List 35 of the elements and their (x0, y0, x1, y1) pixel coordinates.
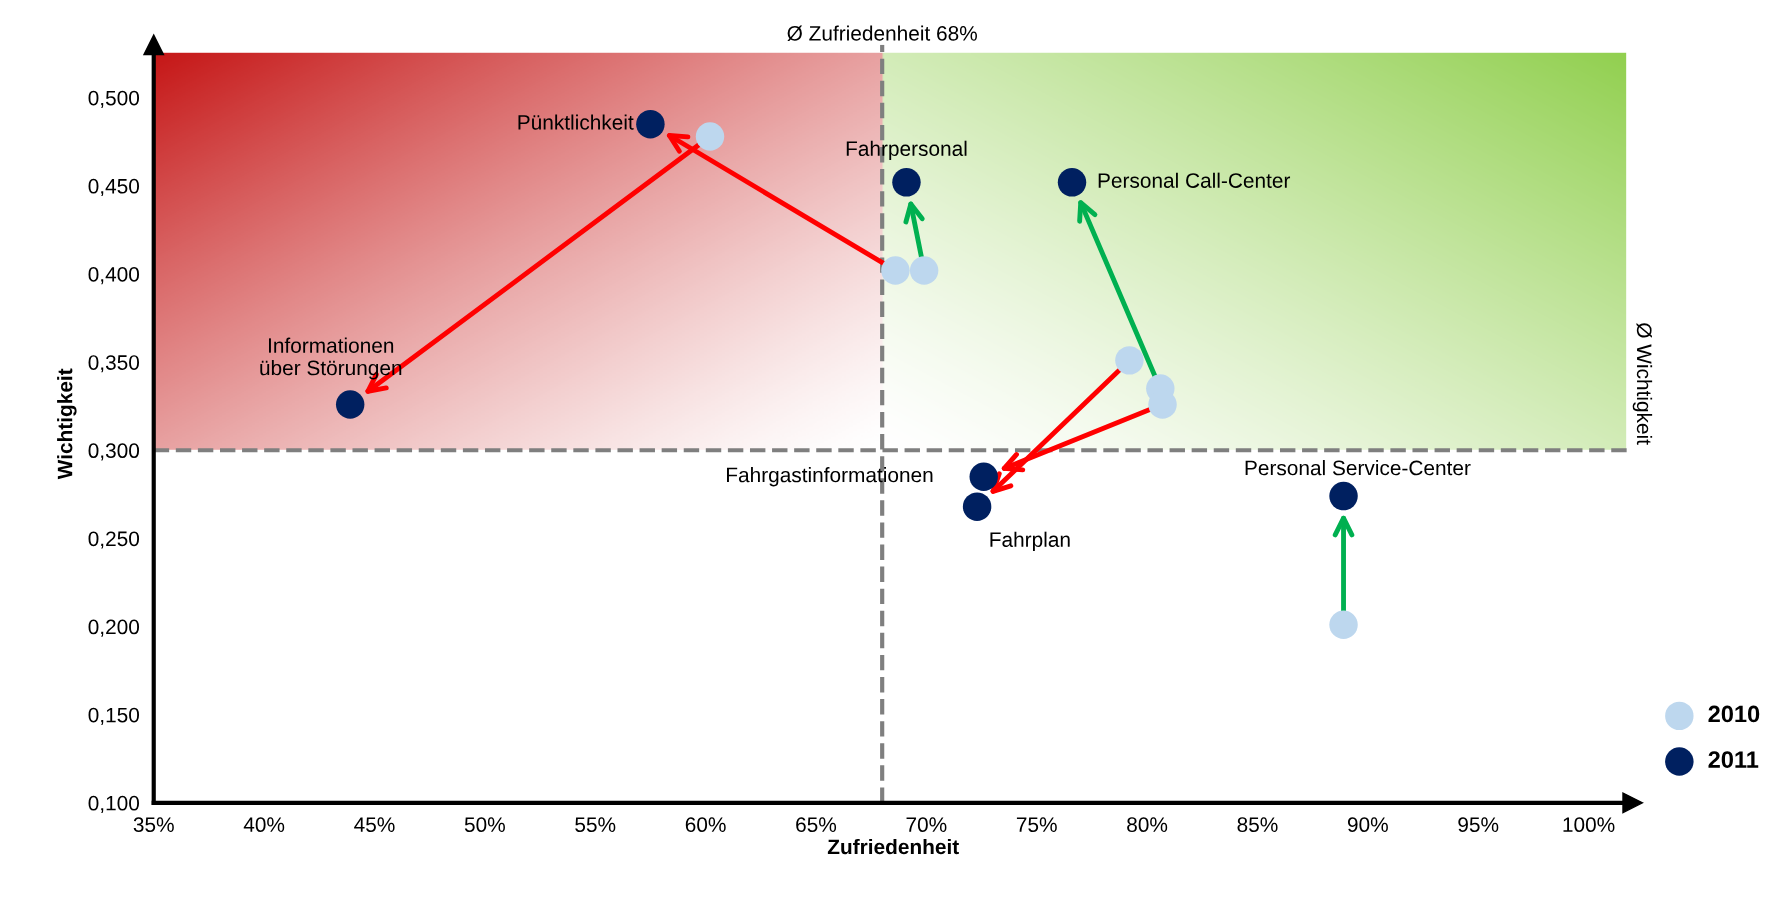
annotation: Personal Service-Center (1245, 460, 1471, 476)
y-tick-label: 0,300 (88, 443, 140, 461)
x-tick-label: 70% (906, 817, 947, 833)
x-tick-label: 65% (796, 817, 837, 833)
legend-label: 2011 (1708, 751, 1759, 768)
annotation: Fahrpersonal (846, 140, 967, 161)
x-tick-label: 90% (1347, 817, 1388, 833)
y-tick-label: 0,350 (88, 355, 140, 373)
x-tick-label: 50% (464, 817, 505, 833)
y-tick-label: 0,200 (88, 619, 140, 637)
x-tick-label: 100% (1563, 817, 1615, 833)
y-tick-label: 0,150 (88, 707, 140, 725)
x-tick-label: 55% (575, 817, 616, 833)
annotation: Fahrgastinformationen (727, 467, 933, 487)
y-tick-label: 0,400 (88, 267, 140, 285)
legend-label: 2010 (1708, 705, 1760, 723)
y-tick-label: 0,450 (88, 178, 140, 197)
ref-line-label: Ø Zufriedenheit 68% (787, 25, 977, 42)
x-axis-title: Zufriedenheit (827, 838, 959, 855)
x-tick-label: 85% (1237, 817, 1278, 833)
x-tick-label: 95% (1458, 817, 1499, 833)
y-tick-label: 0,500 (88, 90, 140, 108)
x-tick-label: 75% (1016, 817, 1057, 833)
annotation: Pünktlichkeit (518, 114, 634, 130)
y-tick-label: 0,100 (88, 795, 140, 814)
annotation: Fahrplan (990, 531, 1070, 552)
ref-line-label: Ø Wichtigkeit (1632, 323, 1653, 445)
y-tick-label: 0,250 (88, 531, 140, 549)
x-tick-label: 80% (1127, 817, 1168, 833)
y-axis-title: Wichtigkeit (57, 368, 77, 480)
x-tick-label: 35% (133, 817, 174, 833)
annotation: Personal Call-Center (1098, 172, 1291, 188)
x-tick-label: 60% (685, 817, 726, 833)
x-tick-label: 45% (354, 817, 395, 833)
x-tick-label: 40% (243, 817, 285, 833)
